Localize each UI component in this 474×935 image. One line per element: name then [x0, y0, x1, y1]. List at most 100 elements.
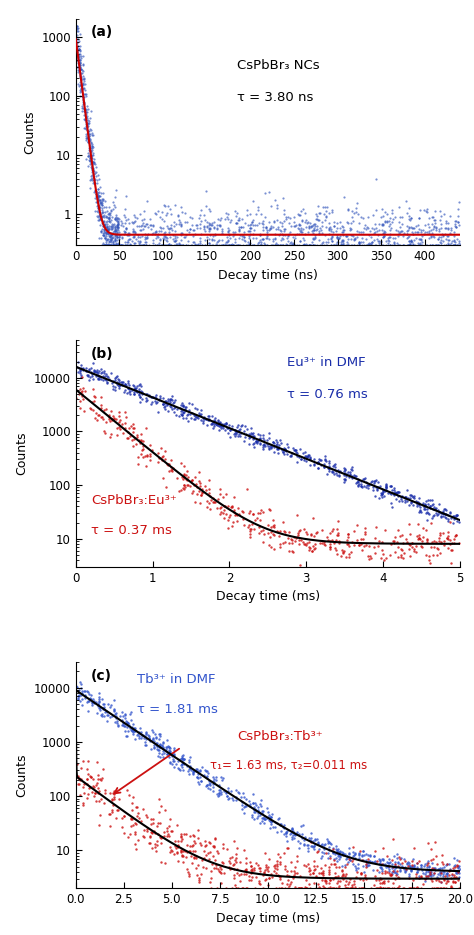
Point	[384, 859, 392, 874]
Point	[82, 105, 89, 120]
Point	[106, 237, 113, 252]
Point	[391, 544, 399, 559]
Point	[325, 859, 333, 874]
Point	[186, 407, 193, 422]
Point	[285, 237, 293, 252]
Point	[137, 433, 145, 448]
Point	[443, 869, 451, 884]
Point	[155, 804, 163, 819]
Point	[259, 223, 267, 237]
Point	[256, 816, 264, 831]
Point	[353, 860, 360, 875]
Point	[328, 205, 336, 220]
Point	[344, 849, 351, 864]
Point	[321, 873, 328, 888]
Point	[311, 231, 319, 246]
Point	[156, 829, 164, 844]
Point	[81, 105, 88, 120]
Point	[170, 754, 177, 769]
Point	[95, 408, 103, 423]
Point	[177, 217, 184, 232]
Point	[290, 237, 297, 252]
Point	[243, 208, 251, 223]
Point	[87, 401, 94, 416]
Point	[348, 462, 356, 477]
Point	[225, 223, 232, 238]
Point	[405, 233, 413, 248]
Point	[197, 413, 205, 428]
Point	[98, 194, 105, 209]
Point	[107, 237, 115, 252]
Point	[392, 485, 400, 500]
Point	[426, 865, 434, 880]
Point	[144, 822, 151, 837]
Point	[95, 188, 102, 203]
Point	[87, 143, 94, 158]
Point	[223, 209, 230, 224]
Point	[307, 458, 314, 473]
Point	[231, 877, 239, 892]
Point	[383, 214, 391, 229]
Point	[339, 846, 346, 861]
Point	[368, 235, 375, 250]
Point	[195, 775, 202, 790]
Point	[456, 237, 464, 252]
Point	[260, 815, 268, 830]
Point	[167, 217, 174, 232]
Point	[97, 362, 105, 377]
Point	[409, 237, 417, 252]
Point	[235, 223, 242, 238]
Point	[313, 844, 321, 859]
Point	[205, 774, 212, 789]
Point	[390, 237, 398, 252]
Point	[303, 536, 310, 551]
Point	[161, 803, 169, 818]
Point	[353, 223, 361, 238]
Point	[113, 716, 120, 731]
Point	[100, 218, 107, 233]
Point	[198, 482, 206, 496]
Point	[389, 860, 396, 875]
Point	[83, 776, 91, 791]
Point	[100, 223, 107, 238]
Point	[117, 378, 124, 393]
Point	[312, 207, 320, 222]
Point	[191, 495, 199, 510]
Point	[430, 866, 438, 881]
Point	[438, 237, 445, 252]
Point	[265, 222, 273, 237]
Point	[262, 860, 270, 875]
Point	[127, 819, 135, 834]
Point	[274, 441, 282, 456]
Point	[102, 220, 110, 235]
Point	[409, 235, 416, 250]
Point	[287, 449, 294, 464]
Point	[98, 365, 106, 380]
Point	[446, 506, 454, 521]
Point	[441, 507, 448, 522]
Point	[409, 854, 416, 869]
Point	[433, 237, 440, 252]
Point	[412, 870, 419, 885]
Point	[77, 78, 85, 93]
Point	[213, 222, 221, 237]
Point	[117, 237, 124, 252]
Point	[95, 363, 102, 378]
Point	[351, 846, 359, 861]
Point	[418, 868, 425, 883]
Point	[437, 221, 444, 236]
Point	[232, 424, 240, 439]
Point	[130, 421, 137, 436]
Point	[418, 235, 426, 250]
Point	[119, 218, 127, 233]
Point	[427, 863, 435, 878]
Point	[85, 128, 92, 143]
Point	[146, 728, 153, 743]
Point	[447, 870, 455, 885]
Point	[145, 727, 152, 742]
Point	[423, 857, 430, 872]
Point	[231, 235, 238, 250]
Point	[305, 860, 312, 875]
Point	[263, 220, 270, 235]
Point	[238, 211, 246, 226]
